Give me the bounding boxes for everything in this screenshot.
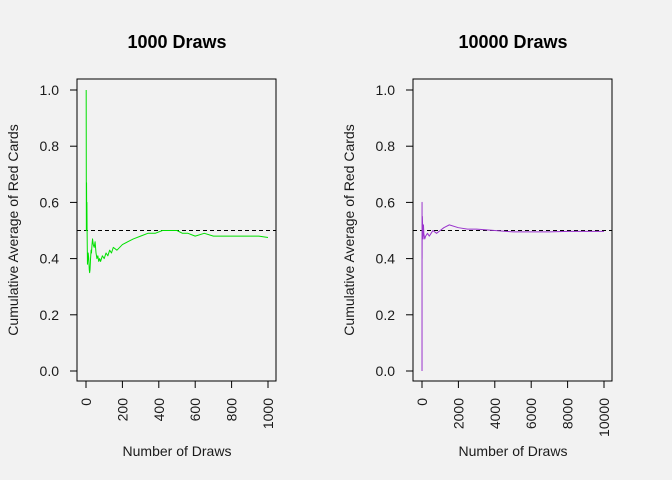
y-tick-label: 0.2 xyxy=(40,307,60,323)
x-tick-label: 8000 xyxy=(560,398,576,429)
y-tick-label: 0.4 xyxy=(376,251,396,267)
y-tick-label: 0.4 xyxy=(40,251,60,267)
x-tick-label: 2000 xyxy=(450,398,466,429)
y-axis-label: Cumulative Average of Red Cards xyxy=(5,124,21,335)
y-tick-label: 1.0 xyxy=(376,82,396,98)
series-line xyxy=(85,89,269,274)
y-tick-label: 0.0 xyxy=(376,363,396,379)
x-axis: 0 2000 4000 6000 8000 10000 xyxy=(414,381,612,437)
y-tick-label: 1.0 xyxy=(40,82,60,98)
chart-title: 1000 Draws xyxy=(127,32,226,52)
x-tick-label: 4000 xyxy=(487,398,503,429)
y-tick-label: 0.8 xyxy=(40,138,60,154)
panel-1000-draws: 1000 Draws 0.0 0.2 0.4 0.6 0.8 1.0 0 200 400 600… xyxy=(5,32,277,459)
x-tick-label: 0 xyxy=(414,398,430,406)
x-tick-label: 0 xyxy=(78,398,94,406)
x-axis: 0 200 400 600 800 1000 xyxy=(78,381,276,429)
x-tick-label: 6000 xyxy=(523,398,539,429)
y-axis: 0.0 0.2 0.4 0.6 0.8 1.0 xyxy=(376,82,413,379)
x-tick-label: 1000 xyxy=(260,398,276,429)
x-tick-label: 10000 xyxy=(596,398,612,437)
x-tick-label: 400 xyxy=(151,398,167,422)
chart-title: 10000 Draws xyxy=(458,32,567,52)
y-tick-label: 0.2 xyxy=(376,307,396,323)
y-tick-label: 0.6 xyxy=(376,194,396,210)
panel-10000-draws: 10000 Draws 0.0 0.2 0.4 0.6 0.8 1.0 0 2000 4000… xyxy=(341,32,613,459)
x-axis-label: Number of Draws xyxy=(123,443,232,459)
series-line xyxy=(421,201,604,372)
y-tick-label: 0.0 xyxy=(40,363,60,379)
x-tick-label: 200 xyxy=(114,398,130,422)
x-tick-label: 800 xyxy=(224,398,240,422)
y-tick-label: 0.6 xyxy=(40,194,60,210)
y-axis-label: Cumulative Average of Red Cards xyxy=(341,124,357,335)
y-tick-label: 0.8 xyxy=(376,138,396,154)
x-tick-label: 600 xyxy=(187,398,203,422)
y-axis: 0.0 0.2 0.4 0.6 0.8 1.0 xyxy=(40,82,77,379)
x-axis-label: Number of Draws xyxy=(459,443,568,459)
